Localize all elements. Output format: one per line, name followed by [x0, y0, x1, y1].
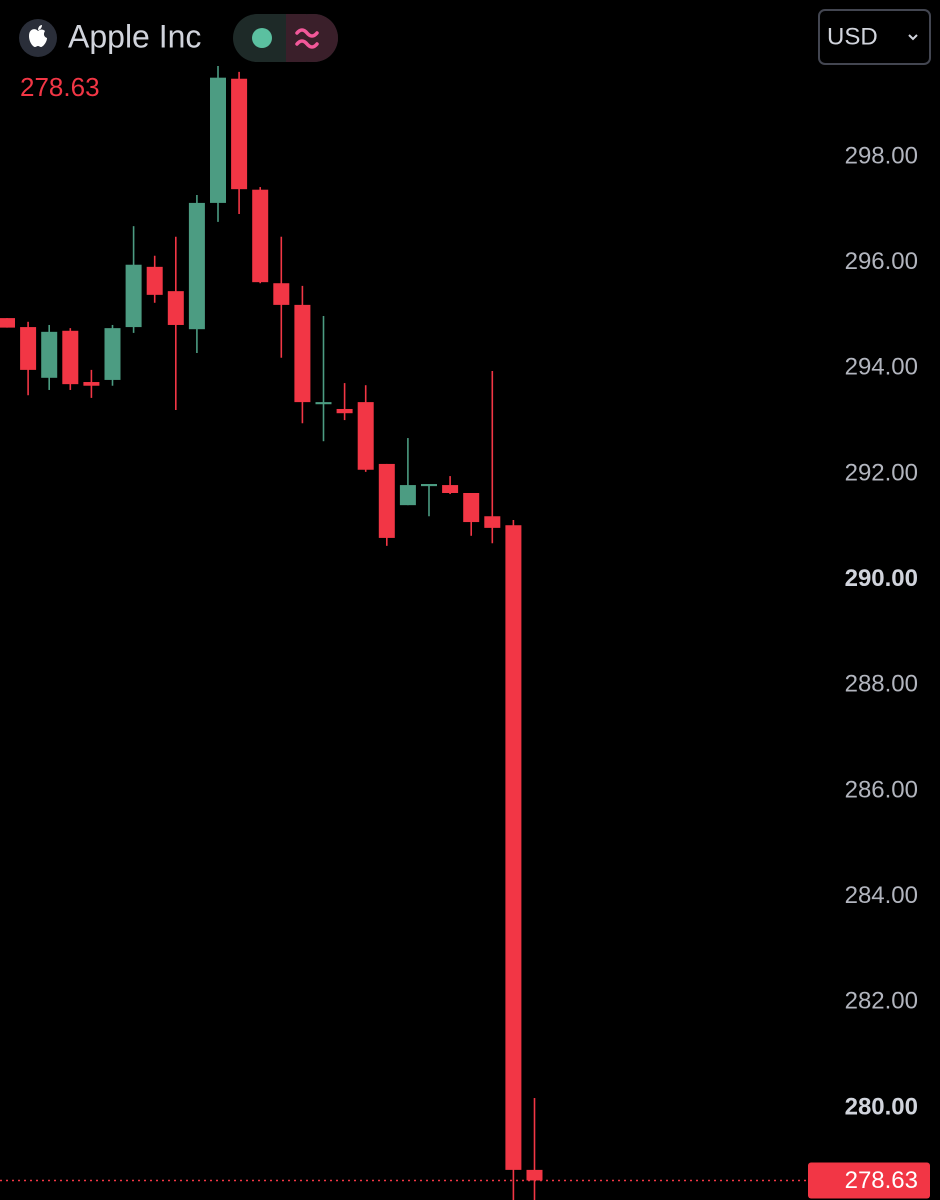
candle-body — [62, 330, 79, 385]
y-tick-label: 298.00 — [845, 142, 918, 169]
currency-label: USD — [827, 23, 878, 50]
y-tick-label: 290.00 — [845, 565, 918, 592]
candle-body — [167, 291, 184, 325]
y-tick-label: 282.00 — [845, 988, 918, 1015]
candle-body — [125, 264, 142, 328]
candle-body — [104, 328, 121, 380]
y-tick-label: 296.00 — [845, 248, 918, 275]
candle-body — [421, 484, 437, 487]
candle-body — [83, 382, 100, 386]
candle-body — [273, 283, 290, 305]
candle-body — [210, 77, 226, 203]
symbol-name: Apple Inc — [68, 18, 201, 54]
delayed-icon — [295, 28, 319, 49]
candle-body — [188, 202, 205, 330]
candle-body — [20, 327, 37, 370]
candle-body — [231, 78, 248, 190]
market-status-dot — [252, 28, 272, 48]
candle-body — [357, 402, 374, 470]
plot-area: 280.00 282.00 284.00 286.00 288.00 290.00 292.… — [0, 66, 930, 1200]
candle-body — [463, 492, 480, 523]
header-price: 278.63 — [20, 72, 100, 102]
status-pill[interactable] — [233, 14, 338, 62]
dropdown-chevron — [908, 34, 918, 41]
candle-body — [336, 408, 353, 414]
candle-body — [0, 318, 15, 328]
candle-body — [146, 266, 163, 295]
last-price-tag — [808, 1162, 930, 1199]
symbol-header[interactable]: Apple Inc — [19, 18, 201, 57]
y-tick-label: 280.00 — [845, 1093, 918, 1120]
candle-body — [315, 402, 332, 405]
currency-select-box — [818, 9, 931, 65]
last-price-label: 278.63 — [845, 1167, 918, 1194]
currency-select[interactable]: USD — [818, 9, 931, 65]
status-pill-join — [286, 14, 306, 62]
apple-icon — [29, 25, 47, 47]
candle-body — [505, 525, 522, 1170]
y-tick-label: 286.00 — [845, 776, 918, 803]
candle-body — [399, 485, 416, 506]
candle-body — [378, 463, 395, 538]
candle-body — [484, 516, 501, 528]
y-tick-label: 294.00 — [845, 354, 918, 381]
candle-body — [526, 1169, 543, 1181]
candle-body — [294, 304, 311, 403]
candle-body — [442, 485, 459, 493]
y-tick-label: 284.00 — [845, 882, 918, 909]
candle-body — [252, 189, 269, 283]
candle-body — [41, 331, 58, 378]
y-tick-label: 288.00 — [845, 671, 918, 698]
y-tick-label: 292.00 — [845, 459, 918, 486]
